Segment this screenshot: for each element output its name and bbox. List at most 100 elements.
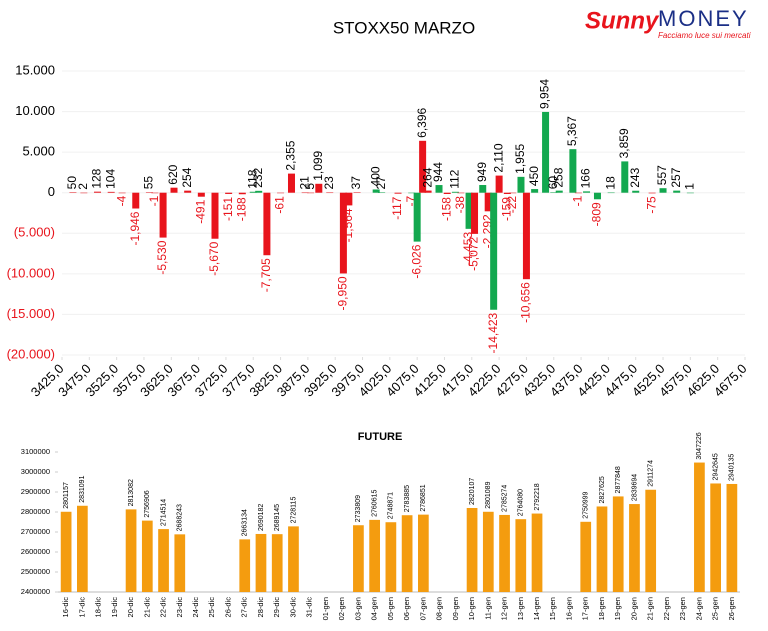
bar (315, 183, 323, 193)
value-label: 2801157 (63, 482, 70, 509)
value-label: 258 (551, 167, 565, 187)
value-label: 2756906 (144, 490, 151, 517)
value-label: -14,423 (486, 312, 500, 353)
bar (515, 519, 527, 592)
bar (339, 192, 347, 274)
value-label: 2877848 (615, 466, 622, 493)
value-label: -151 (221, 197, 235, 221)
value-label: 2792218 (534, 483, 541, 510)
value-label: 400 (368, 166, 382, 186)
bar (457, 192, 465, 194)
value-label: 2750999 (583, 491, 590, 518)
bar (408, 192, 416, 194)
bar (353, 192, 361, 193)
y-tick-label: 3100000 (21, 447, 50, 456)
value-label: 264 (420, 167, 434, 187)
value-label: 2690182 (258, 504, 265, 531)
value-label: 5 (303, 183, 317, 190)
value-label: 254 (180, 167, 194, 187)
bar (238, 192, 246, 195)
bar (435, 185, 443, 193)
value-label: -10,656 (519, 282, 533, 323)
bar (484, 192, 492, 212)
x-tick-label: 27-dic (240, 597, 249, 618)
y-tick-label: (15.000) (7, 306, 55, 321)
y-tick-label: 5.000 (22, 144, 55, 159)
x-tick-label: 26-gen (727, 597, 736, 620)
x-tick-label: 09-gen (451, 597, 460, 620)
value-label: 6,396 (415, 107, 429, 137)
bar (531, 189, 539, 193)
bar (417, 514, 429, 592)
x-tick-label: 24-gen (694, 597, 703, 620)
bar (107, 191, 115, 193)
value-label: 3047226 (696, 432, 703, 459)
bar (174, 534, 186, 592)
y-tick-label: (20.000) (7, 346, 55, 361)
y-tick-label: 2500000 (21, 567, 50, 576)
bar (479, 185, 487, 193)
bar (378, 192, 386, 193)
value-label: 55 (142, 176, 156, 190)
x-tick-label: 08-gen (435, 597, 444, 620)
bar (287, 173, 295, 193)
value-label: 2827625 (599, 476, 606, 503)
value-label: 2714514 (160, 499, 167, 526)
value-label: -1 (147, 195, 161, 206)
value-label: 1,955 (513, 143, 527, 173)
y-tick-label: 2900000 (21, 487, 50, 496)
bar (726, 483, 738, 592)
x-tick-label: 04-gen (370, 597, 379, 620)
value-label: 2801089 (485, 481, 492, 508)
bar (141, 520, 153, 592)
x-tick-label: 20-gen (629, 597, 638, 620)
x-tick-label: 21-dic (142, 597, 151, 618)
x-tick-label: 17-dic (77, 597, 86, 618)
value-label: 128 (90, 168, 104, 188)
bar (499, 514, 510, 592)
value-label: 2748871 (388, 492, 395, 519)
x-tick-label: 15-gen (548, 597, 557, 620)
x-tick-label: 06-gen (402, 597, 411, 620)
y-tick-label: 2400000 (21, 587, 50, 596)
value-label: 2831091 (79, 475, 86, 502)
bar (424, 190, 432, 193)
y-tick-label: 15.000 (15, 62, 55, 77)
bar (593, 192, 601, 200)
value-label: 450 (527, 166, 541, 186)
value-label: -7,705 (259, 258, 273, 292)
bar (151, 192, 159, 194)
value-label: 60 (546, 176, 560, 190)
value-label: 2663134 (242, 509, 249, 536)
bar (288, 526, 299, 592)
bar (345, 192, 353, 206)
bar (118, 192, 126, 194)
value-label: -7 (404, 195, 418, 206)
value-label: -1,946 (128, 211, 142, 245)
value-label: 27 (374, 176, 388, 190)
x-tick-label: 25-dic (207, 597, 216, 618)
value-label: 23 (322, 176, 336, 190)
value-label: 2688243 (177, 504, 184, 531)
logo: Sunny MONEY Facciamo luce sui mercati (585, 6, 751, 40)
bar (326, 192, 334, 194)
bar (125, 509, 137, 592)
bar (550, 192, 558, 193)
bar (419, 140, 427, 193)
value-label: 2728115 (290, 497, 297, 524)
value-label: 5,367 (565, 116, 579, 146)
bar (184, 190, 192, 193)
x-tick-label: 25-gen (711, 597, 720, 620)
bar (263, 192, 271, 256)
x-tick-label: 16-gen (564, 597, 573, 620)
bar (607, 192, 615, 194)
bar (80, 192, 88, 194)
value-label: 2942645 (712, 453, 719, 480)
bar (612, 496, 624, 592)
value-label: 9,954 (538, 79, 552, 109)
value-label: -117 (390, 196, 404, 219)
value-label: -158 (439, 197, 453, 221)
x-tick-label: 18-dic (94, 597, 103, 618)
value-label: 2783885 (404, 485, 411, 512)
